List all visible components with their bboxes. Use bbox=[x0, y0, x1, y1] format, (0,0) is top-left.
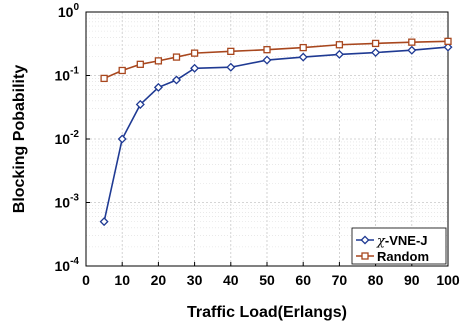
data-point bbox=[226, 62, 236, 72]
y-tick-label: 10-4 bbox=[55, 256, 80, 274]
data-point bbox=[100, 74, 108, 83]
legend-label: χ-VNE-J bbox=[376, 233, 428, 249]
data-point bbox=[171, 75, 182, 85]
data-point bbox=[190, 49, 199, 57]
series-2 bbox=[100, 37, 452, 83]
data-point bbox=[118, 66, 126, 75]
y-axis-ticks: 10-4 10-3 10-2 10-1 100 bbox=[55, 2, 90, 274]
x-tick-label: 30 bbox=[187, 272, 203, 288]
legend-label: Random bbox=[377, 249, 429, 264]
data-point bbox=[153, 82, 163, 92]
series-1 bbox=[99, 42, 453, 227]
data-point bbox=[371, 48, 381, 58]
y-tick-label: 10-2 bbox=[55, 129, 80, 147]
series-line bbox=[103, 46, 449, 222]
data-point bbox=[135, 99, 145, 109]
x-axis-title: Traffic Load(Erlangs) bbox=[187, 304, 347, 321]
data-point bbox=[443, 42, 453, 52]
x-tick-label: 0 bbox=[82, 272, 90, 288]
x-axis-ticks: 0 10 20 30 40 50 60 70 80 90 100 bbox=[82, 262, 460, 288]
data-point bbox=[335, 41, 344, 49]
data-point bbox=[263, 46, 271, 54]
y-axis-title: Blocking Pobability bbox=[11, 65, 28, 214]
data-point bbox=[172, 53, 181, 61]
data-point bbox=[117, 134, 127, 144]
data-point bbox=[334, 49, 344, 59]
y-tick-label: 10-3 bbox=[55, 193, 80, 211]
data-point bbox=[361, 252, 369, 260]
x-tick-label: 80 bbox=[368, 272, 384, 288]
grid-lines bbox=[86, 12, 448, 266]
y-tick-label: 100 bbox=[58, 2, 80, 20]
y-tick-label: 10-1 bbox=[55, 66, 80, 84]
data-point bbox=[444, 37, 452, 45]
x-tick-label: 40 bbox=[223, 272, 239, 288]
x-tick-label: 100 bbox=[436, 272, 460, 288]
x-tick-label: 10 bbox=[114, 272, 130, 288]
legend-entry-2: Random bbox=[356, 249, 429, 264]
series-layer bbox=[99, 37, 453, 227]
data-point bbox=[262, 55, 272, 65]
data-point bbox=[298, 52, 308, 62]
x-tick-label: 20 bbox=[151, 272, 167, 288]
data-point bbox=[136, 60, 144, 68]
data-point bbox=[154, 57, 163, 65]
data-point bbox=[371, 39, 380, 48]
x-tick-label: 60 bbox=[295, 272, 311, 288]
x-tick-label: 90 bbox=[404, 272, 420, 288]
data-point bbox=[190, 63, 200, 73]
data-point bbox=[299, 43, 307, 52]
data-point bbox=[99, 217, 109, 227]
legend-entry-1: χ-VNE-J bbox=[356, 233, 428, 249]
x-tick-label: 50 bbox=[259, 272, 275, 288]
data-point bbox=[407, 45, 417, 55]
data-point bbox=[360, 235, 370, 245]
data-point bbox=[408, 38, 416, 46]
data-point bbox=[227, 47, 235, 56]
x-tick-label: 70 bbox=[332, 272, 348, 288]
